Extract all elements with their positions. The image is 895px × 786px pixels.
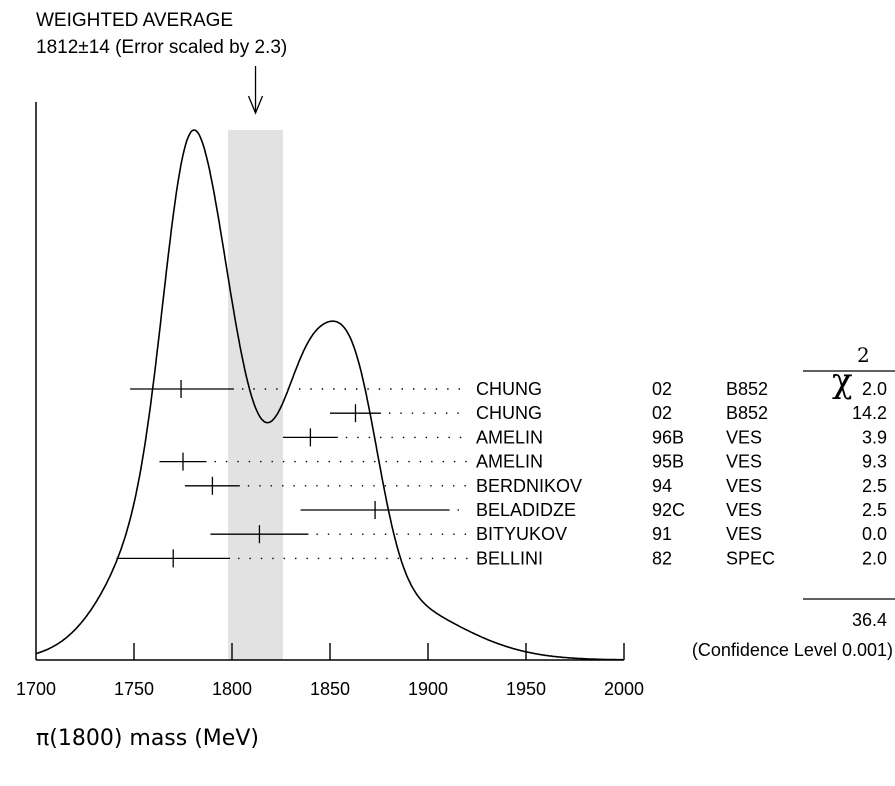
author-label: BITYUKOV xyxy=(476,524,567,544)
confidence-level: (Confidence Level 0.001) xyxy=(692,640,893,660)
weighted-average-band xyxy=(228,130,283,660)
x-tick-label: 1700 xyxy=(16,679,56,699)
experiment-label: VES xyxy=(726,500,762,520)
author-label: BELADIDZE xyxy=(476,500,576,520)
year-label: 92C xyxy=(652,500,685,520)
experiment-label: VES xyxy=(726,524,762,544)
year-label: 94 xyxy=(652,476,672,496)
chi2-value: 3.9 xyxy=(862,427,887,447)
author-label: AMELIN xyxy=(476,452,543,472)
author-label: CHUNG xyxy=(476,379,542,399)
x-axis-label: π(1800) mass (MeV) xyxy=(36,726,259,751)
chart-subtitle: 1812±14 (Error scaled by 2.3) xyxy=(36,37,287,58)
measurement-row: AMELIN 96B VES 3.9 xyxy=(282,427,887,447)
measurement-rows: CHUNG 02 B852 2.0 CHUNG 02 B852 14.2 AMELIN 96B VE… xyxy=(116,379,887,568)
arrow-head xyxy=(247,95,264,115)
experiment-label: VES xyxy=(726,452,762,472)
measurement-row: CHUNG 02 B852 14.2 xyxy=(330,403,887,423)
author-label: BERDNIKOV xyxy=(476,476,582,496)
measurement-row: BITYUKOV 91 VES 0.0 xyxy=(210,524,887,544)
year-label: 95B xyxy=(652,452,684,472)
measurement-row: AMELIN 95B VES 9.3 xyxy=(159,452,887,472)
author-label: CHUNG xyxy=(476,403,542,423)
chi2-value: 2.5 xyxy=(862,476,887,496)
year-label: 02 xyxy=(652,403,672,423)
experiment-label: B852 xyxy=(726,403,768,423)
chi2-header: χ xyxy=(832,361,853,401)
chi2-header-superscript: 2 xyxy=(857,343,870,367)
chi2-value: 2.0 xyxy=(862,548,887,568)
experiment-label: VES xyxy=(726,476,762,496)
year-label: 91 xyxy=(652,524,672,544)
chi2-value: 0.0 xyxy=(862,524,887,544)
measurement-row: BERDNIKOV 94 VES 2.5 xyxy=(184,476,887,496)
year-label: 82 xyxy=(652,548,672,568)
author-label: BELLINI xyxy=(476,548,543,568)
chi2-value: 2.0 xyxy=(862,379,887,399)
x-axis-ticks: 1700 1750 1800 1850 1900 1950 2000 xyxy=(16,643,644,699)
x-tick-label: 1950 xyxy=(506,679,546,699)
measurement-row: BELADIDZE 92C VES 2.5 xyxy=(300,500,887,520)
year-label: 96B xyxy=(652,427,684,447)
x-tick-label: 1800 xyxy=(212,679,252,699)
chart-title: WEIGHTED AVERAGE xyxy=(36,10,233,31)
experiment-label: B852 xyxy=(726,379,768,399)
experiment-label: SPEC xyxy=(726,548,775,568)
measurement-row: CHUNG 02 B852 2.0 xyxy=(130,379,887,399)
year-label: 02 xyxy=(652,379,672,399)
x-tick-label: 1900 xyxy=(408,679,448,699)
x-tick-label: 2000 xyxy=(604,679,644,699)
weighted-average-arrow xyxy=(247,66,264,115)
chi2-value: 2.5 xyxy=(862,500,887,520)
chi2-total: 36.4 xyxy=(852,610,887,630)
x-tick-label: 1850 xyxy=(310,679,350,699)
author-label: AMELIN xyxy=(476,427,543,447)
x-tick-label: 1750 xyxy=(114,679,154,699)
chi2-value: 14.2 xyxy=(852,403,887,423)
experiment-label: VES xyxy=(726,427,762,447)
chi2-value: 9.3 xyxy=(862,452,887,472)
measurement-row: BELLINI 82 SPEC 2.0 xyxy=(116,548,887,568)
